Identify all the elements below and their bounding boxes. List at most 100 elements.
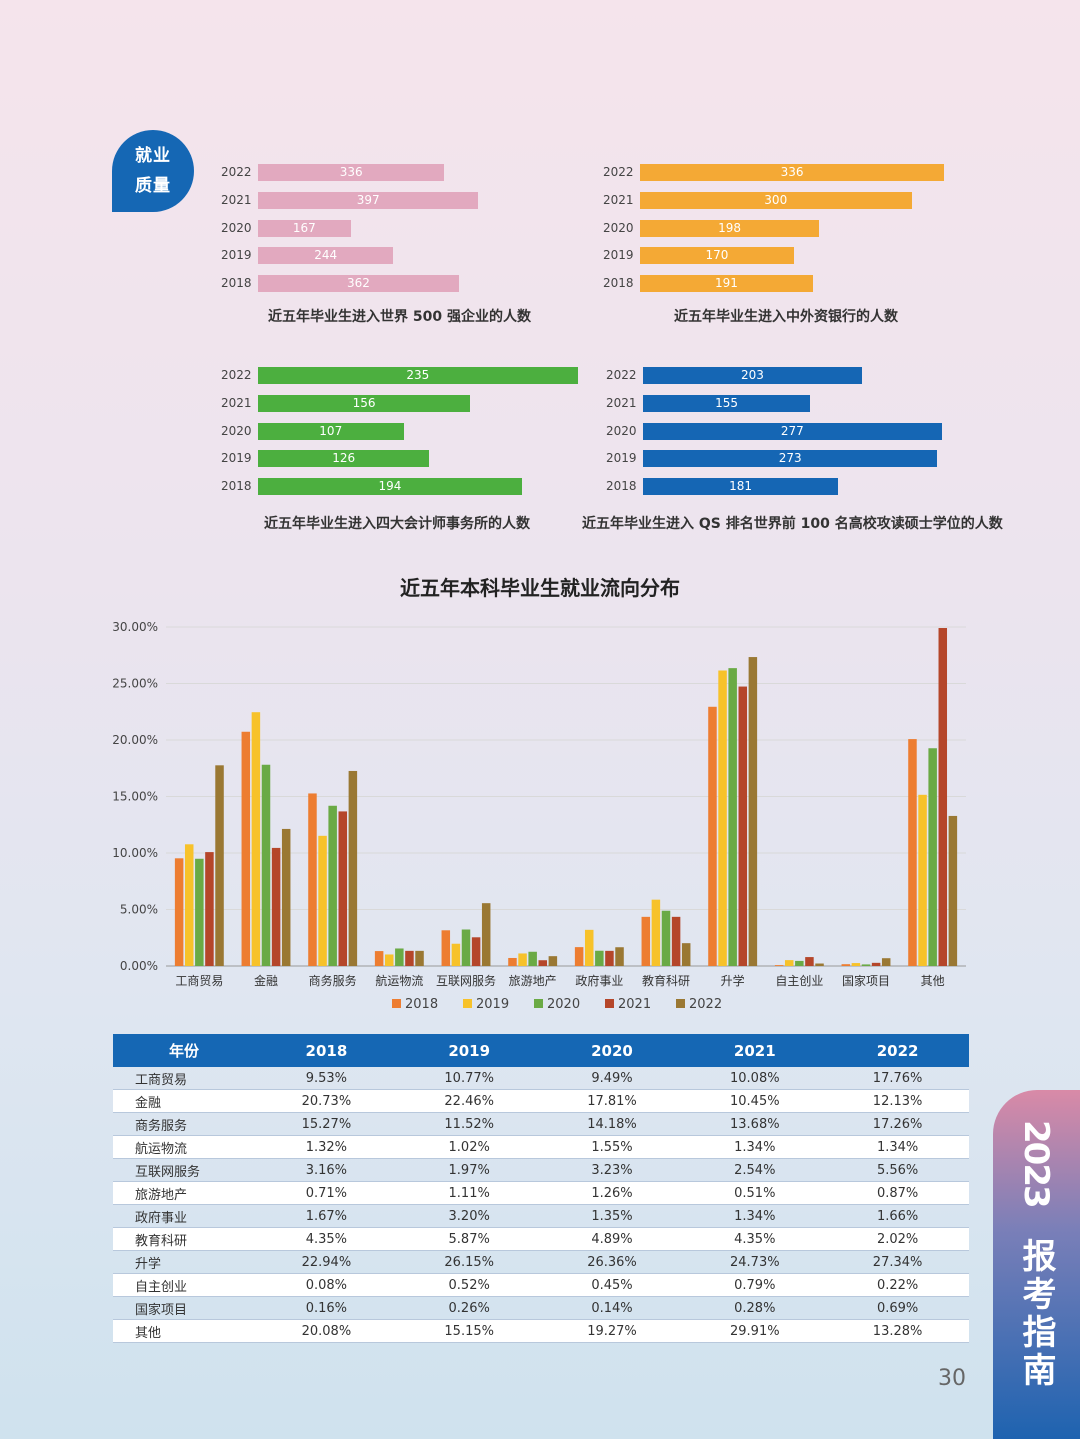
bar [774, 965, 784, 966]
legend-swatch [676, 999, 685, 1008]
employment-distribution-chart: 0.00% 5.00% 10.00% 15.00% 20.00% 25.00% 30.00%… [112, 620, 966, 1012]
side-tab-year: 2023 [1016, 1120, 1056, 1207]
mini-bar: 181 [643, 478, 839, 496]
row-label: 国家项目 [113, 1296, 255, 1320]
table-cell: 17.76% [826, 1067, 969, 1090]
page-number: 30 [938, 1366, 966, 1391]
table-cell: 0.69% [826, 1296, 969, 1320]
bar [718, 670, 727, 966]
legend-swatch [392, 999, 401, 1008]
legend-swatch [534, 999, 543, 1008]
mini-bar: 362 [258, 275, 459, 293]
bar [708, 706, 717, 966]
table-cell: 1.02% [397, 1135, 541, 1159]
table-cell: 19.27% [540, 1319, 684, 1343]
bar [328, 805, 337, 966]
section-badge: 就业 质量 [112, 130, 194, 212]
table-cell: 1.97% [397, 1158, 541, 1182]
table-cell: 0.26% [397, 1296, 541, 1320]
mini-year-label: 2020 [603, 220, 634, 235]
badge-line-1: 就业 [135, 146, 171, 166]
table-cell: 2.54% [683, 1158, 827, 1182]
mini-bar: 167 [258, 219, 351, 237]
table-cell: 20.73% [255, 1089, 398, 1113]
header-year: 2022 [826, 1034, 969, 1067]
mini-chart-caption: 近五年毕业生进入世界 500 强企业的人数 [268, 309, 531, 325]
table-cell: 24.73% [683, 1250, 827, 1274]
table-cell: 1.66% [826, 1204, 969, 1228]
x-tick-label: 自主创业 [775, 974, 823, 988]
table-row: 其他 20.08% 15.15% 19.27% 29.91% 13.28% [113, 1319, 969, 1343]
mini-bar: 194 [258, 478, 522, 496]
header-year: 2018 [255, 1034, 398, 1067]
table-cell: 13.28% [826, 1319, 969, 1343]
table-cell: 4.89% [540, 1227, 684, 1251]
bar [481, 903, 491, 966]
bar [748, 657, 758, 966]
x-tick-label: 工商贸易 [175, 973, 223, 988]
mini-year-label: 2019 [221, 451, 252, 466]
table-cell: 10.08% [683, 1067, 827, 1090]
row-label: 航运物流 [113, 1135, 255, 1159]
bar [395, 948, 404, 966]
table-cell: 1.35% [540, 1204, 684, 1228]
table-cell: 5.87% [397, 1227, 541, 1251]
table-cell: 0.79% [683, 1273, 827, 1297]
bar [841, 964, 851, 966]
bar [584, 929, 594, 966]
bar [318, 835, 327, 966]
mini-year-label: 2019 [221, 248, 252, 263]
table-cell: 15.27% [255, 1112, 398, 1136]
bar [851, 963, 861, 966]
mini-year-label: 2022 [606, 368, 637, 382]
table-row: 政府事业 1.67% 3.20% 1.35% 1.34% 1.66% [113, 1204, 969, 1228]
table-cell: 29.91% [683, 1319, 827, 1343]
table-cell: 12.13% [826, 1089, 969, 1113]
mini-year-label: 2022 [603, 165, 634, 179]
table-row: 升学 22.94% 26.15% 26.36% 24.73% 27.34% [113, 1250, 969, 1274]
bar [241, 731, 251, 966]
header-year: 2019 [397, 1034, 541, 1067]
row-label: 工商贸易 [113, 1067, 255, 1090]
row-label: 其他 [113, 1319, 255, 1343]
employment-table: 年份 2018 2019 2020 2021 2022 工商贸易 9.53% 10.77% 9.… [113, 1034, 969, 1343]
bar [795, 960, 804, 966]
mini-year-label: 2020 [221, 423, 252, 438]
table-cell: 0.71% [255, 1181, 398, 1205]
bar [441, 930, 451, 966]
mini-bar: 300 [640, 191, 912, 209]
table-cell: 20.08% [255, 1319, 398, 1343]
x-tick-label: 政府事业 [575, 973, 623, 988]
table-cell: 0.08% [255, 1273, 398, 1297]
table-row: 商务服务 15.27% 11.52% 14.18% 13.68% 17.26% [113, 1112, 969, 1136]
mini-chart-caption: 近五年毕业生进入 QS 排名世界前 100 名高校攻读硕士学位的人数 [582, 516, 1003, 532]
table-cell: 1.67% [255, 1204, 398, 1228]
mini-chart-caption: 近五年毕业生进入四大会计师事务所的人数 [264, 516, 530, 532]
x-tick-label: 其他 [921, 974, 945, 988]
bar [374, 951, 384, 966]
chart-title: 近五年本科毕业生就业流向分布 [400, 576, 680, 600]
row-label: 教育科研 [113, 1227, 255, 1251]
bar [508, 957, 517, 966]
mini-year-label: 2019 [606, 451, 637, 466]
bar [805, 957, 814, 966]
table-cell: 0.22% [826, 1273, 969, 1297]
table-cell: 27.34% [826, 1250, 969, 1274]
bar [281, 828, 291, 966]
table-row: 互联网服务 3.16% 1.97% 3.23% 2.54% 5.56% [113, 1158, 969, 1182]
header-year: 2020 [540, 1034, 684, 1067]
row-label: 自主创业 [113, 1273, 255, 1297]
mini-chart-caption: 近五年毕业生进入中外资银行的人数 [674, 309, 898, 325]
table-cell: 22.46% [397, 1089, 541, 1113]
table-cell: 1.11% [397, 1181, 541, 1205]
table-cell: 0.51% [683, 1181, 827, 1205]
bar [928, 748, 937, 966]
table-cell: 26.15% [397, 1250, 541, 1274]
legend-label: 2019 [476, 997, 509, 1012]
x-tick-label: 教育科研 [642, 973, 690, 988]
mini-year-label: 2020 [221, 220, 252, 235]
table-cell: 26.36% [540, 1250, 684, 1274]
bar [518, 953, 527, 966]
bar [205, 852, 214, 966]
header-year-label: 年份 [113, 1034, 255, 1067]
